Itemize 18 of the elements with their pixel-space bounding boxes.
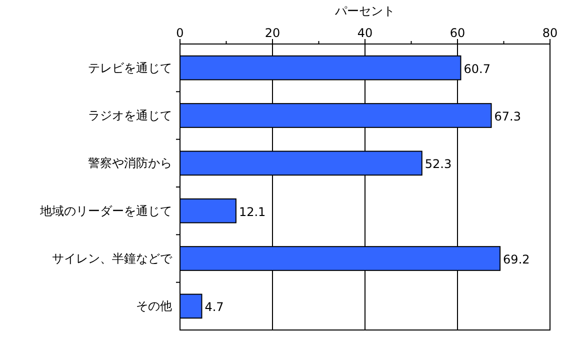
x-tick-label: 20 [264,26,280,40]
data-label: 52.3 [424,157,452,172]
x-tick-label: 60 [450,26,466,40]
x-tick-label: 80 [542,26,558,40]
y-tick-label: テレビを通じて [88,60,172,75]
data-label: 69.2 [503,252,530,266]
data-label: 4.7 [204,300,224,314]
x-axis-title: パーセント [334,4,395,18]
data-label: 67.3 [494,110,521,124]
data-label: 12.1 [238,204,266,219]
data-label: 60.7 [464,62,490,76]
x-tick-label: 0 [176,26,184,40]
y-tick-label: 地域のリーダーを通じて [39,204,172,218]
y-tick-label: その他 [136,299,172,314]
y-tick-label: 警察や消防から [88,156,172,170]
y-tick-label: サイレン、半鐘などで [52,252,173,266]
y-tick-label: ラジオを通じて [88,108,172,122]
x-tick-label: 40 [357,26,373,40]
